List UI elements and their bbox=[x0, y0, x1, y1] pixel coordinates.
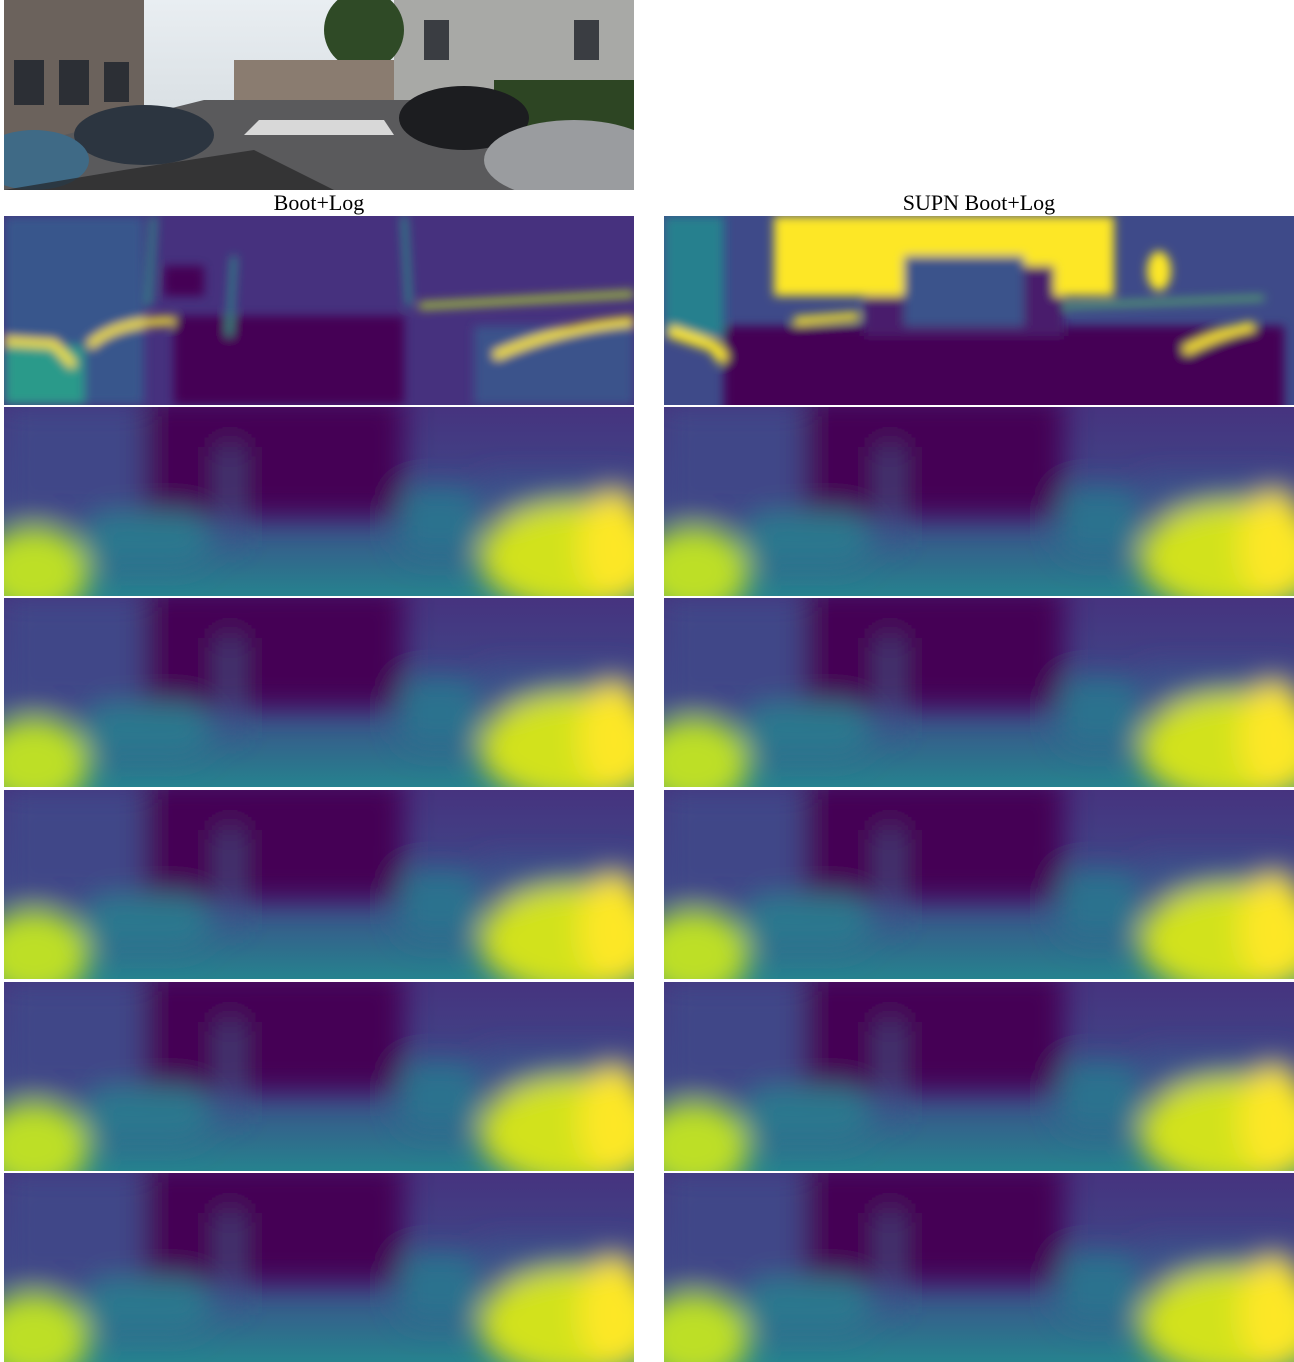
depth-map bbox=[664, 982, 1294, 1171]
depth-map bbox=[664, 598, 1294, 787]
depth-map bbox=[4, 982, 634, 1171]
uncertainty-map bbox=[4, 216, 634, 405]
column-title: Boot+Log bbox=[4, 190, 634, 216]
depth-map bbox=[664, 1173, 1294, 1362]
depth-map bbox=[4, 407, 634, 596]
column-title: SUPN Boot+Log bbox=[664, 190, 1294, 216]
depth-map bbox=[4, 598, 634, 787]
uncertainty-map bbox=[664, 216, 1294, 405]
figure: Boot+Log SUPN Boot+Log (() => { const da… bbox=[0, 0, 1294, 1362]
input-photo bbox=[4, 0, 634, 190]
depth-map bbox=[4, 1173, 634, 1362]
depth-map bbox=[664, 790, 1294, 979]
depth-map bbox=[4, 790, 634, 979]
depth-map bbox=[664, 407, 1294, 596]
